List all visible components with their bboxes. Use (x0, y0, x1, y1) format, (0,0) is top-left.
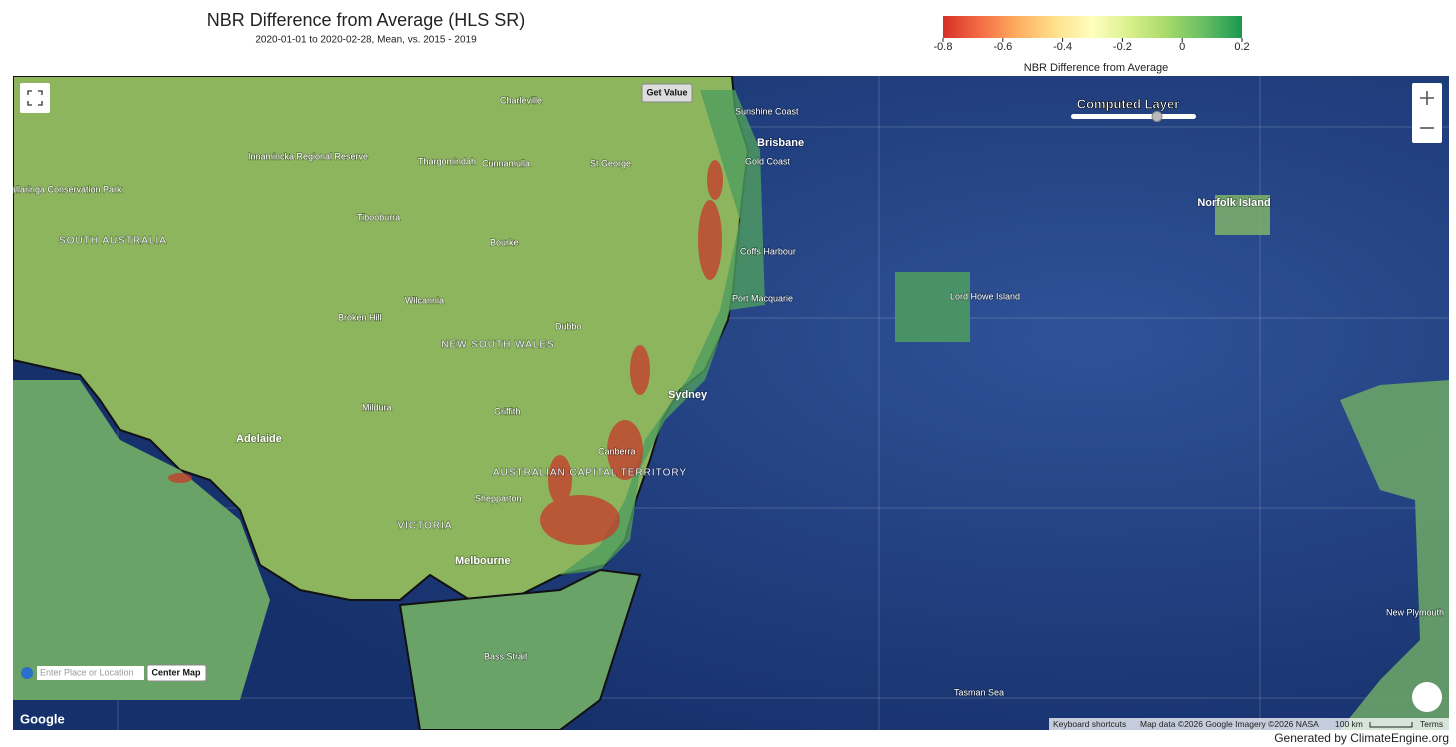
place-label: Shepparton (475, 493, 522, 503)
place-label: Port Macquarie (732, 293, 793, 303)
state-label: VICTORIA (397, 521, 452, 532)
scale-bar (1369, 722, 1413, 728)
colorbar: NBR Difference from Average -0.8 -0.6 -0.4… (934, 16, 1250, 74)
layer-label: Computed Layer (1077, 96, 1180, 111)
place-label: Sydney (668, 389, 708, 401)
place-label: Tallaringa Conservation Park (6, 184, 122, 194)
attribution-bar (1049, 718, 1449, 730)
place-label: Charleville (500, 95, 542, 105)
place-label: Innamincka Regional Reserve (248, 151, 368, 161)
place-label: Griffith (494, 406, 520, 416)
fullscreen-icon (27, 90, 43, 106)
colorbar-label: NBR Difference from Average (1024, 62, 1169, 74)
place-label: Tasman Sea (954, 687, 1004, 697)
attribution-data: Map data ©2026 Google Imagery ©2026 NASA (1140, 719, 1319, 729)
center-map-label: Center Map (151, 667, 201, 677)
search-placeholder: Enter Place or Location (40, 667, 134, 677)
lord-howe-tile (895, 272, 970, 342)
place-label: Dubbo (555, 321, 582, 331)
place-label: Norfolk Island (1197, 197, 1270, 209)
search-input[interactable] (37, 666, 144, 680)
zoom-in[interactable] (1420, 91, 1434, 105)
fullscreen-button[interactable] (20, 83, 50, 113)
footer: Generated by ClimateEngine.org (1274, 731, 1449, 745)
place-label: Tibooburra (357, 212, 400, 222)
place-label: Lord Howe Island (950, 291, 1020, 301)
attribution-terms[interactable]: Terms (1420, 719, 1443, 729)
place-label: Sunshine Coast (735, 106, 799, 116)
state-label: AUSTRALIAN CAPITAL TERRITORY (493, 468, 687, 479)
info-icon[interactable] (21, 667, 33, 679)
place-label: Thargomindah (418, 156, 476, 166)
place-label: Mildura (362, 402, 392, 412)
state-label: NEW SOUTH WALES (441, 340, 555, 351)
center-map-button[interactable] (146, 664, 207, 682)
norfolk-tile (1215, 195, 1270, 235)
place-label: Bourke (490, 237, 519, 247)
colorbar-tick-label: -0.4 (1053, 41, 1072, 53)
colorbar-tick-label: 0 (1179, 41, 1185, 53)
pan-control[interactable] (1412, 682, 1442, 712)
place-label: Broken Hill (338, 312, 382, 322)
get-value-label: Get Value (646, 87, 687, 97)
get-value-button[interactable] (641, 83, 693, 103)
colorbar-gradient (943, 16, 1242, 38)
colorbar-tick-label: -0.6 (993, 41, 1012, 53)
place-label: Bass Strait (484, 651, 528, 661)
colorbar-tick-label: -0.8 (934, 41, 953, 53)
colorbar-tick-label: -0.2 (1113, 41, 1132, 53)
coastal-vegetation (560, 90, 765, 575)
opacity-slider[interactable] (1071, 114, 1196, 119)
place-label: Canberra (598, 446, 636, 456)
place-label: Cunnamulla (482, 158, 530, 168)
scale-label: 100 km (1335, 719, 1363, 729)
subtitle: 2020-01-01 to 2020-02-28, Mean, vs. 2015… (255, 35, 477, 46)
colorbar-tick-label: 0.2 (1234, 41, 1249, 53)
tasmania-region (398, 568, 642, 730)
place-label: Gold Coast (745, 156, 791, 166)
attribution-shortcuts[interactable]: Keyboard shortcuts (1053, 719, 1126, 729)
place-label: St George (590, 158, 631, 168)
nz-land (1340, 380, 1449, 730)
zoom-control (1412, 83, 1442, 143)
google-logo: Google (20, 711, 65, 726)
slider-thumb[interactable] (1151, 111, 1163, 122)
burn-scars (168, 160, 723, 545)
title: NBR Difference from Average (HLS SR) (207, 10, 525, 30)
place-label: Melbourne (455, 555, 511, 567)
place-label: Adelaide (236, 433, 282, 445)
place-label: Coffs Harbour (740, 246, 796, 256)
gulf-lands (13, 380, 270, 700)
place-label: New Plymouth (1386, 607, 1444, 617)
place-label: Brisbane (757, 137, 804, 149)
state-label: SOUTH AUSTRALIA (59, 236, 167, 247)
map[interactable]: Brisbane Gold Coast Sunshine Coast Sydne… (6, 76, 1449, 730)
place-label: Wilcannia (405, 295, 444, 305)
place-labels: Brisbane Gold Coast Sunshine Coast Sydne… (6, 95, 1445, 699)
